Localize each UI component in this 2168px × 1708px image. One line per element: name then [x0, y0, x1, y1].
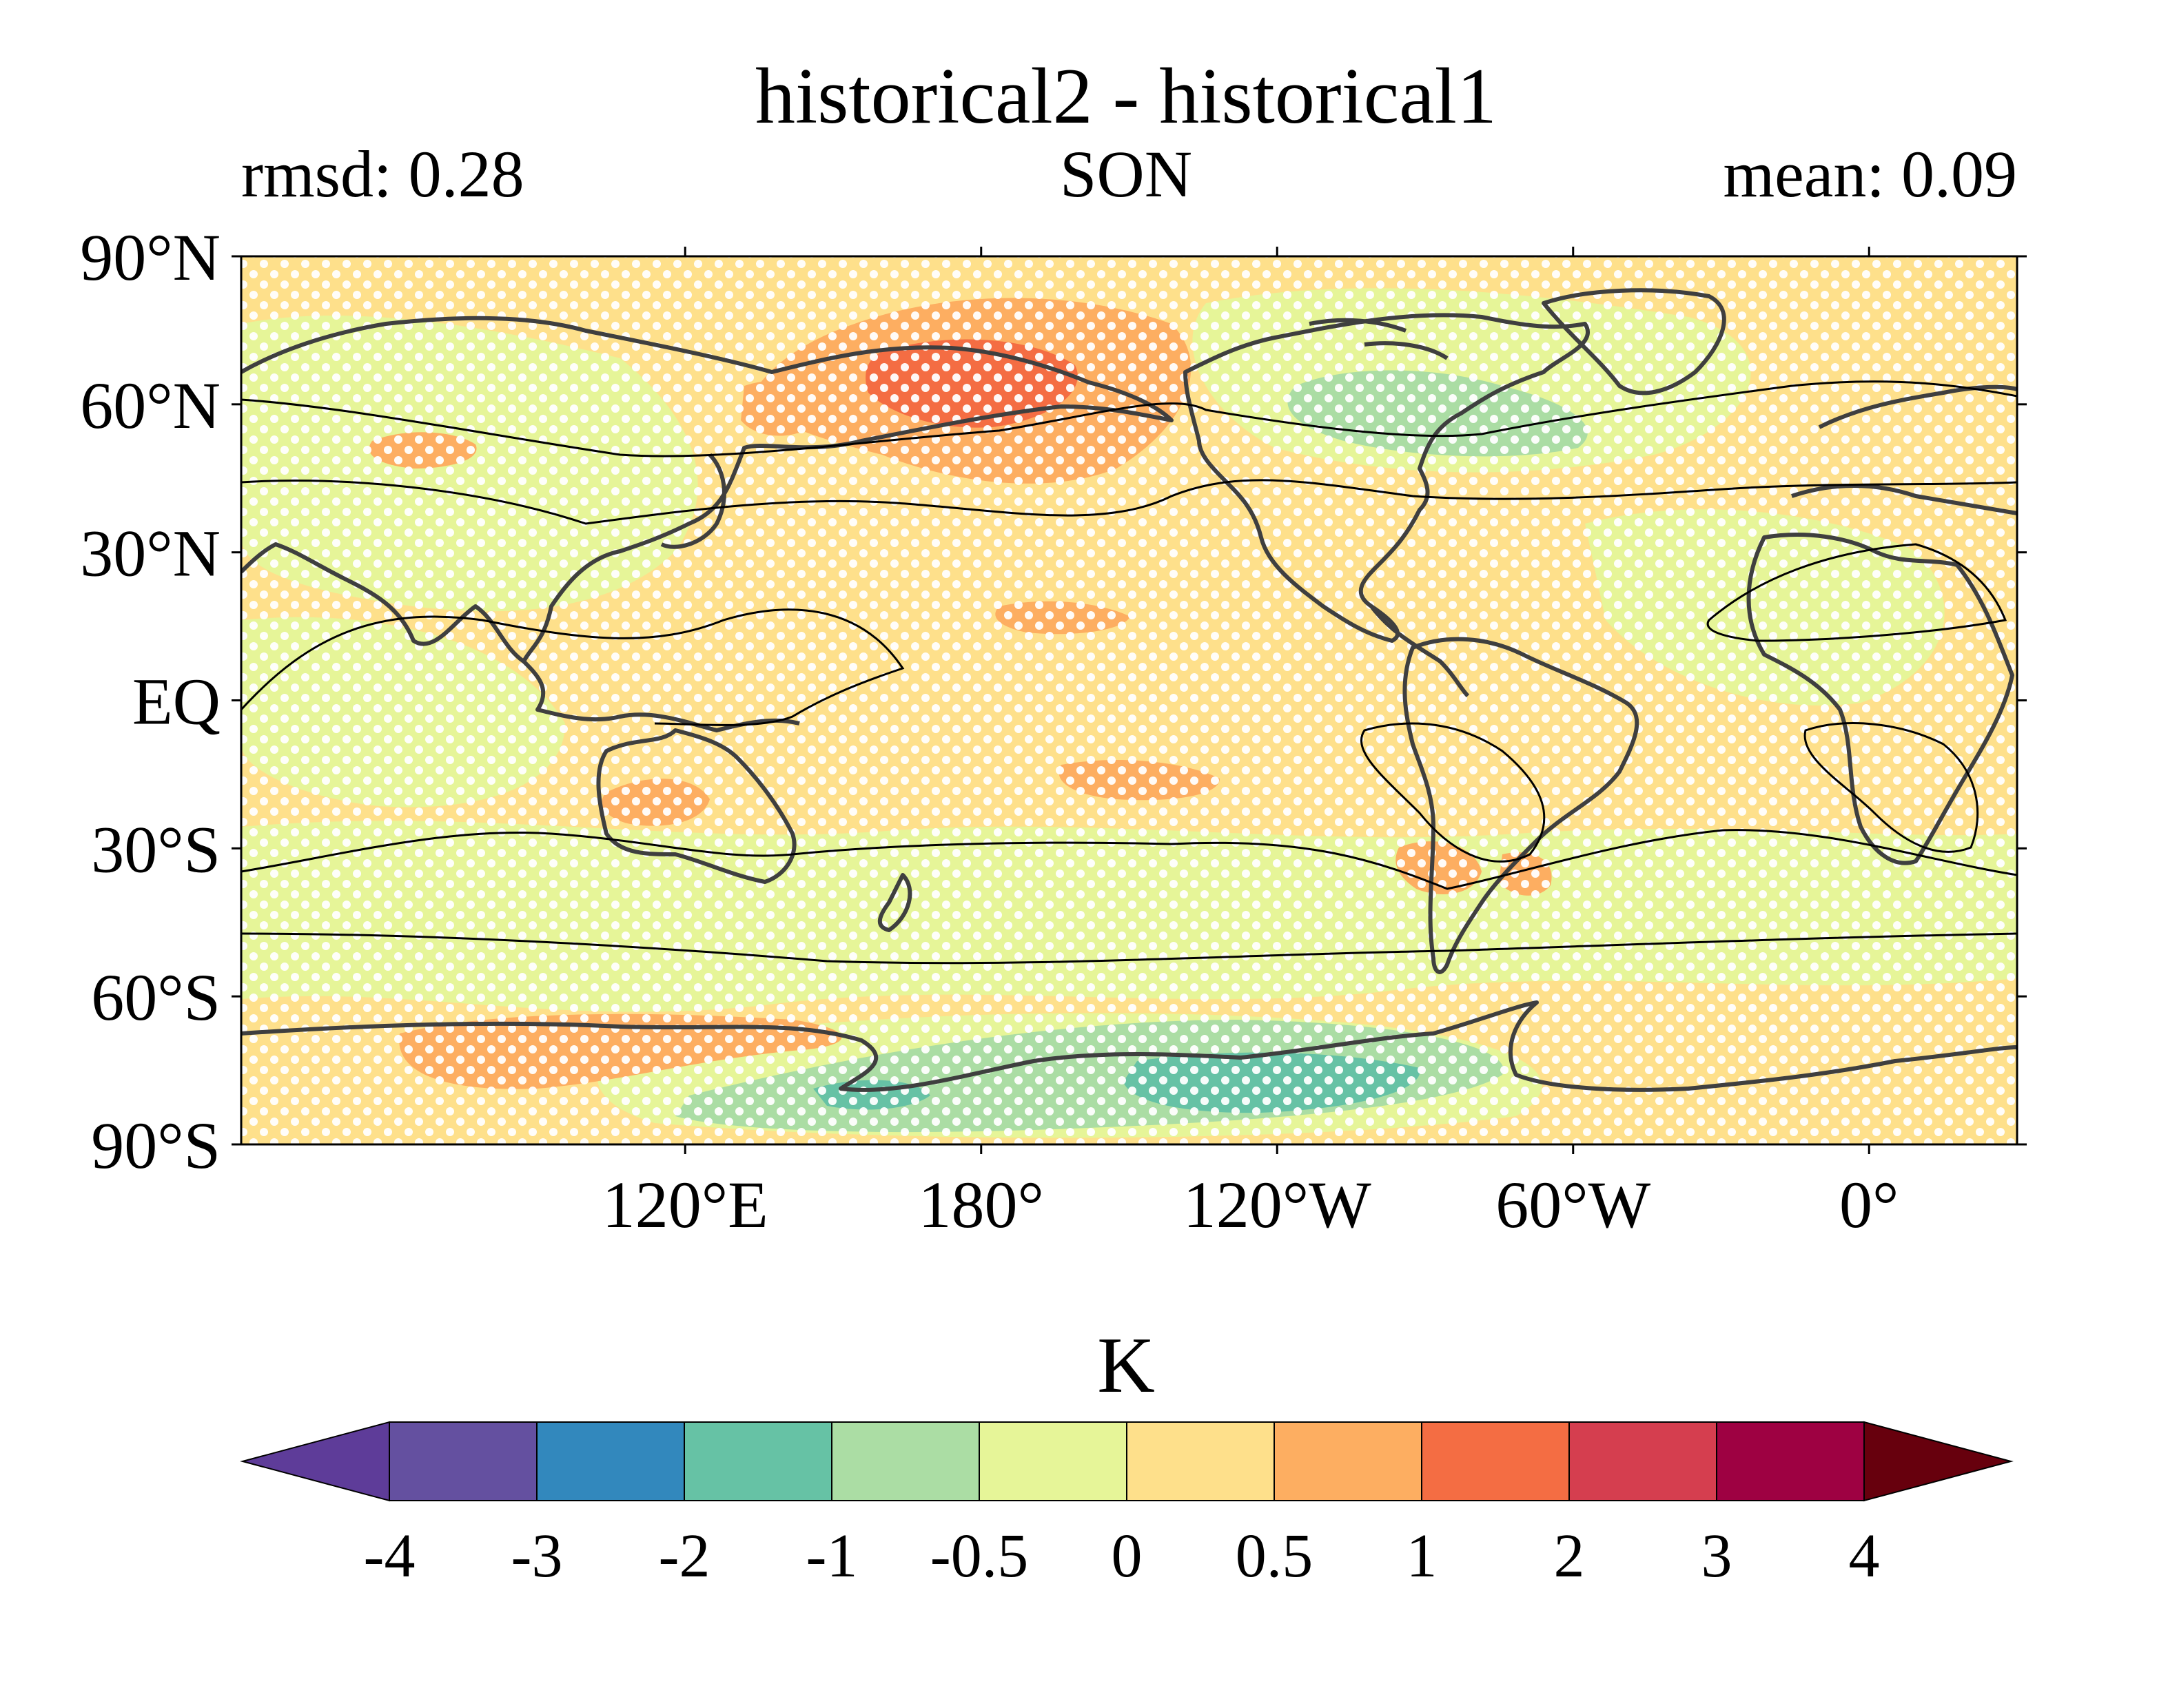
colorbar-box-5: [1126, 1421, 1275, 1501]
colorbar-box-8: [1568, 1421, 1717, 1501]
colorbar-unit: K: [1097, 1321, 1155, 1410]
colorbar-level-1: -3: [511, 1522, 563, 1590]
contour-north-45: [241, 479, 2017, 525]
coast-new-zealand: [877, 873, 912, 932]
colorbar-level-7: 1: [1407, 1522, 1438, 1590]
coast-greenland: [1542, 288, 1726, 395]
colorbar-level-3: -1: [806, 1522, 858, 1590]
coast-europe: [1791, 384, 2017, 515]
lon-tick-label-0: 120°E: [602, 1168, 768, 1242]
contour-south-30: [241, 829, 2017, 890]
coast-africa: [1746, 533, 2014, 865]
coast-north-america: [1183, 313, 1590, 643]
coastlines: [241, 288, 2017, 1092]
contour-north-60: [241, 380, 2017, 457]
colorbar-box-3: [831, 1421, 980, 1501]
colorbar-box-7: [1421, 1421, 1570, 1501]
coast-south-america: [1402, 637, 1639, 974]
map-area: [241, 256, 2017, 1144]
coast-arctic-islands: [1309, 318, 1449, 360]
mean-label: mean: 0.09: [1723, 137, 2017, 211]
colorbar-level-8: 2: [1554, 1522, 1585, 1590]
colorbar-level-5: 0: [1112, 1522, 1143, 1590]
coast-eurasia: [241, 316, 1174, 663]
coast-japan: [660, 453, 726, 549]
contour-south-50: [241, 932, 2017, 965]
lat-tick-label-2: 30°N: [80, 517, 221, 590]
contour-north-25: [241, 608, 905, 726]
contour-africa-loop: [1803, 722, 1979, 853]
lon-tick-label-4: 0°: [1839, 1168, 1899, 1242]
coast-australia: [596, 728, 797, 884]
map-title: historical2 - historical1: [755, 52, 1497, 141]
colorbar-box-0: [389, 1421, 538, 1501]
colorbar-box-4: [979, 1421, 1127, 1501]
coast-central-america: [1369, 605, 1470, 698]
colorbar-level-6: 0.5: [1236, 1522, 1313, 1590]
colorbar-box-1: [536, 1421, 685, 1501]
map-axes: 90°N 60°N 30°N EQ 30°S 60°S 90°S 120°E 180° 120°W…: [80, 220, 2027, 1242]
coast-antarctica: [241, 1000, 2017, 1092]
lat-tick-label-1: 60°N: [80, 369, 221, 442]
contour-south-america-loop: [1360, 722, 1546, 863]
lat-tick-label-6: 90°S: [91, 1109, 221, 1182]
lon-tick-label-3: 60°W: [1495, 1168, 1650, 1242]
stippling: [241, 256, 2017, 1144]
lon-tick-label-2: 120°W: [1183, 1168, 1371, 1242]
lat-tick-label-5: 60°S: [91, 960, 221, 1034]
colorbar-level-10: 4: [1849, 1522, 1880, 1590]
contour-atlantic-loop: [1706, 543, 2007, 642]
colorbar-box-9: [1716, 1421, 1865, 1501]
rmsd-label: rmsd: 0.28: [241, 137, 524, 211]
colorbar-level-0: -4: [364, 1522, 416, 1590]
lat-tick-label-0: 90°N: [80, 220, 221, 294]
colorbar-extend-low: [240, 1421, 390, 1502]
reference-contours: [241, 380, 2017, 965]
lon-tick-label-1: 180°: [919, 1168, 1044, 1242]
colorbar-extend-high: [1863, 1421, 2014, 1502]
colorbar-level-4: -0.5: [930, 1522, 1028, 1590]
colorbar-level-2: -2: [659, 1522, 710, 1590]
colorbar: -4 -3 -2 -1 -0.5 0 0.5 1 2 3 4: [240, 1421, 2014, 1590]
colorbar-level-9: 3: [1701, 1522, 1732, 1590]
season-label: SON: [1060, 137, 1192, 211]
colorbar-box-6: [1274, 1421, 1422, 1501]
lat-tick-label-4: 30°S: [91, 812, 221, 886]
colorbar-box-2: [684, 1421, 832, 1501]
lat-tick-label-3: EQ: [132, 665, 221, 739]
